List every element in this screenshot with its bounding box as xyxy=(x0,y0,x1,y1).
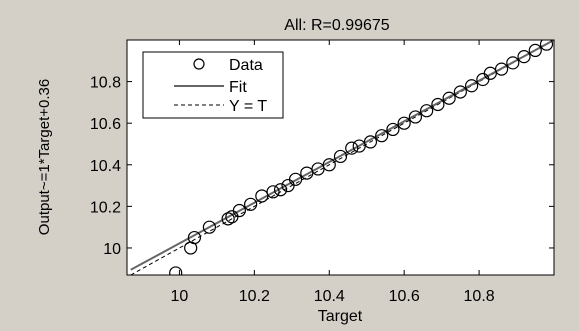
data-point xyxy=(539,40,554,51)
data-point xyxy=(483,66,497,80)
y-tick-label: 10.2 xyxy=(90,199,121,216)
data-point xyxy=(420,104,434,118)
data-point xyxy=(273,183,288,197)
data-point xyxy=(202,220,217,234)
data-point xyxy=(266,185,280,199)
data-point xyxy=(517,50,531,64)
data-point xyxy=(386,122,400,137)
x-tick-label: 10.4 xyxy=(314,288,345,305)
chart-title: All: R=0.99675 xyxy=(284,17,390,34)
x-tick-label: 10.8 xyxy=(464,288,495,305)
data-point xyxy=(187,230,202,245)
data-point xyxy=(506,56,520,70)
data-point xyxy=(453,85,467,99)
legend-label-fit: Fit xyxy=(229,79,247,96)
x-axis-label: Target xyxy=(318,308,363,325)
data-point xyxy=(363,135,378,149)
legend-data-marker xyxy=(193,58,205,70)
data-point xyxy=(464,79,479,93)
data-point xyxy=(442,91,456,105)
y-axis-label: Output~=1*Target+0.36 xyxy=(36,79,53,235)
data-point xyxy=(288,172,303,186)
y-tick-label: 10.4 xyxy=(90,158,121,175)
y-tick-label: 10.8 xyxy=(90,75,121,92)
data-point xyxy=(352,139,366,153)
legend-label-data: Data xyxy=(229,57,263,74)
plot-frame xyxy=(126,39,555,276)
y-equals-t-line xyxy=(130,40,554,275)
data-point xyxy=(300,166,314,180)
data-point xyxy=(397,116,411,130)
data-point xyxy=(333,149,348,164)
data-point xyxy=(494,62,509,76)
data-point xyxy=(528,43,542,57)
data-point xyxy=(232,203,246,218)
data-point xyxy=(431,97,445,112)
data-point xyxy=(244,197,258,211)
data-point xyxy=(408,110,423,124)
data-point xyxy=(345,141,359,155)
data-point xyxy=(311,162,325,176)
x-tick-label: 10 xyxy=(171,288,189,305)
data-point xyxy=(322,158,336,172)
axis-ticks: 10 10.2 10.4 10.6 10.8 10 10.2 10.4 10.6 10.8 xyxy=(90,40,554,305)
data-point xyxy=(255,189,269,203)
fit-line xyxy=(130,40,554,271)
legend-label-yt: Y = T xyxy=(229,98,267,115)
legend: Data Fit Y = T xyxy=(142,51,284,119)
y-tick-label: 10.6 xyxy=(90,116,121,133)
data-point xyxy=(375,129,389,143)
y-tick-label: 10 xyxy=(103,241,121,258)
plot-layer xyxy=(130,40,554,275)
data-point xyxy=(169,266,183,275)
x-tick-label: 10.2 xyxy=(239,288,270,305)
x-tick-label: 10.6 xyxy=(389,288,420,305)
